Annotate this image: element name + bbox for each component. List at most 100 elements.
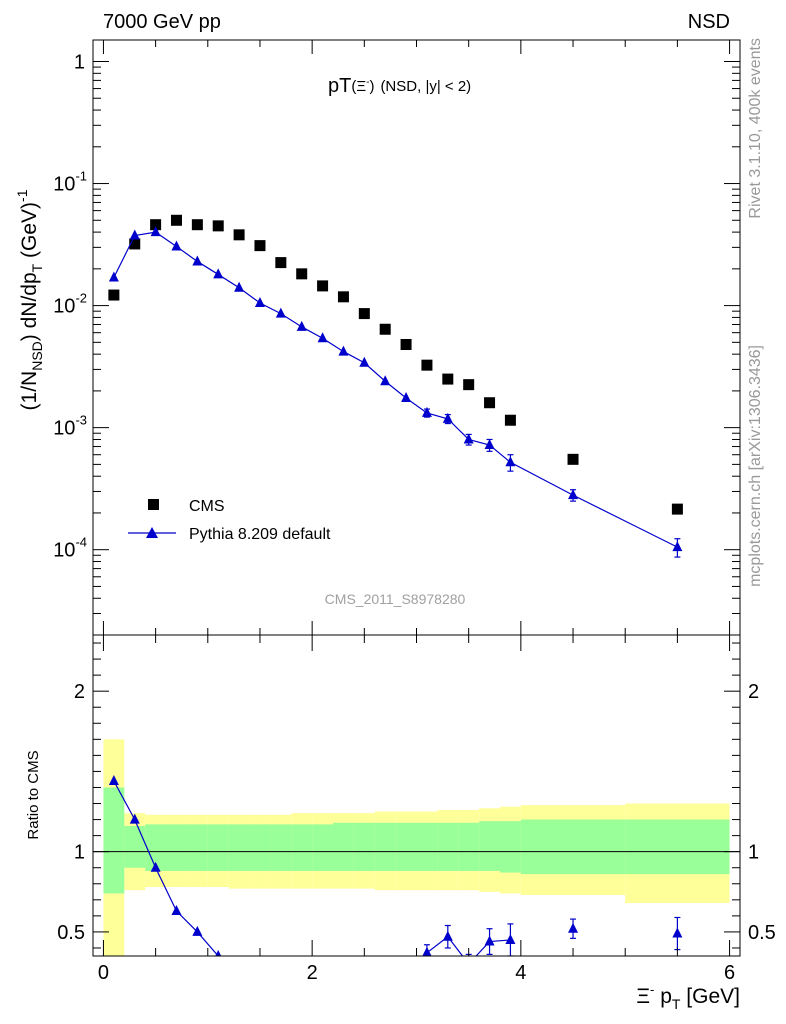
- x-tick-label: 2: [307, 962, 318, 984]
- pythia-point: [192, 255, 203, 266]
- plot-title: pT(Ξ-) (NSD, |y| < 2): [328, 75, 471, 97]
- x-tick-label: 0: [98, 962, 109, 984]
- cms-point: [129, 238, 141, 250]
- ratio-frame: [92, 634, 741, 957]
- legend-pythia-label: Pythia 8.209 default: [189, 526, 331, 543]
- pythia-point: [317, 332, 328, 343]
- legend-pythia-marker: [146, 527, 158, 538]
- cms-point: [442, 373, 454, 385]
- x-tick-label: 4: [515, 962, 526, 984]
- ratio-point: [234, 961, 244, 971]
- cms-point: [337, 291, 349, 303]
- ratio-y-tick-label-right: 0.5: [748, 922, 776, 944]
- uncertainty-band-inner: [249, 824, 271, 871]
- uncertainty-band-inner: [499, 821, 521, 873]
- ratio-point: [215, 950, 222, 956]
- pythia-point: [296, 320, 307, 331]
- cms-point: [275, 257, 287, 269]
- ratio-point: [672, 927, 683, 938]
- uncertainty-band-inner: [166, 824, 187, 871]
- pythia-point: [380, 375, 391, 386]
- uncertainty-band-inner: [625, 819, 730, 875]
- cms-point: [463, 379, 475, 391]
- ratio-line: [426, 935, 511, 956]
- cms-point: [296, 268, 308, 280]
- ratio-point: [568, 922, 579, 933]
- cms-point: [212, 220, 224, 232]
- ratio-point: [129, 813, 140, 824]
- pythia-point: [234, 281, 245, 292]
- uncertainty-band-inner: [353, 822, 375, 871]
- uncertainty-band-inner: [458, 822, 480, 871]
- pythia-point: [213, 268, 224, 279]
- pythia-point: [484, 439, 495, 450]
- cms-point: [504, 414, 516, 426]
- ratio-point: [484, 935, 495, 946]
- pythia-point: [463, 433, 474, 444]
- cms-point: [379, 323, 391, 335]
- uncertainty-band-inner: [228, 824, 250, 871]
- uncertainty-band-inner: [374, 822, 396, 871]
- main-frame: [92, 39, 741, 636]
- cms-point: [567, 453, 579, 465]
- ratio-point: [505, 933, 516, 944]
- pythia-point: [108, 271, 119, 282]
- ratio-y-tick-label: 0.5: [57, 922, 85, 944]
- ratio-y-tick-label-right: 1: [748, 842, 759, 864]
- ratio-y-label: Ratio to CMS: [25, 750, 42, 839]
- cms-point: [254, 240, 266, 252]
- pythia-point: [442, 412, 453, 423]
- y-tick-label: 10-3: [53, 413, 87, 440]
- pythia-point: [505, 456, 516, 467]
- legend-cms-marker: [148, 499, 159, 510]
- ratio-point: [108, 775, 119, 786]
- uncertainty-band-inner: [416, 822, 438, 871]
- legend-cms-label: CMS: [189, 498, 225, 515]
- uncertainty-band-inner: [186, 824, 208, 871]
- pythia-point: [171, 240, 182, 251]
- uncertainty-band-inner: [395, 822, 417, 871]
- cms-point: [671, 503, 683, 515]
- cms-point: [421, 359, 433, 371]
- ratio-point: [422, 946, 432, 956]
- uncertainty-band-inner: [291, 824, 313, 871]
- pythia-point: [672, 541, 683, 552]
- cms-point: [191, 219, 203, 231]
- uncertainty-band-inner: [479, 821, 500, 871]
- pythia-point: [150, 226, 161, 237]
- header-right: NSD: [688, 11, 730, 33]
- uncertainty-band-inner: [207, 824, 229, 871]
- pythia-point: [338, 345, 349, 356]
- uncertainty-band-inner: [520, 819, 626, 875]
- pythia-point: [275, 307, 286, 318]
- pythia-point: [401, 391, 412, 402]
- y-axis-label: (1/NNSD) dN/dpT (GeV)-1: [14, 189, 45, 410]
- x-tick-label: 6: [724, 962, 735, 984]
- legend: CMS Pythia 8.209 default: [128, 498, 331, 543]
- uncertainty-band-inner: [312, 824, 334, 871]
- analysis-watermark: CMS_2011_S8978280: [325, 591, 466, 607]
- ratio-y-tick-label-right: 2: [748, 681, 759, 703]
- pythia-point: [421, 406, 432, 417]
- ratio-point: [192, 925, 203, 936]
- cms-point: [400, 338, 412, 350]
- mcplots-label: mcplots.cern.ch [arXiv:1306.3436]: [747, 345, 764, 587]
- uncertainty-band-inner: [437, 822, 459, 871]
- uncertainty-band-inner: [333, 822, 354, 871]
- pythia-point: [254, 297, 265, 308]
- cms-point: [484, 397, 496, 409]
- y-tick-label: 10-4: [53, 535, 87, 562]
- ratio-point: [464, 958, 474, 968]
- y-tick-label: 1: [74, 51, 85, 73]
- cms-point: [108, 289, 120, 301]
- y-tick-label: 10-1: [53, 169, 87, 196]
- rivet-label: Rivet 3.1.10, 400k events: [747, 38, 764, 219]
- pythia-point: [568, 489, 579, 500]
- cms-point: [150, 219, 162, 231]
- main-panel: 1 10-1 10-2 10-3 10-4 pT(Ξ-) (NSD, |y| < 2) C…: [14, 39, 741, 636]
- cms-point: [317, 280, 329, 292]
- ratio-point: [442, 930, 453, 941]
- uncertainty-band-inner: [270, 824, 292, 871]
- uncertainty-band-inner: [124, 825, 146, 868]
- uncertainty-band-inner: [103, 787, 125, 894]
